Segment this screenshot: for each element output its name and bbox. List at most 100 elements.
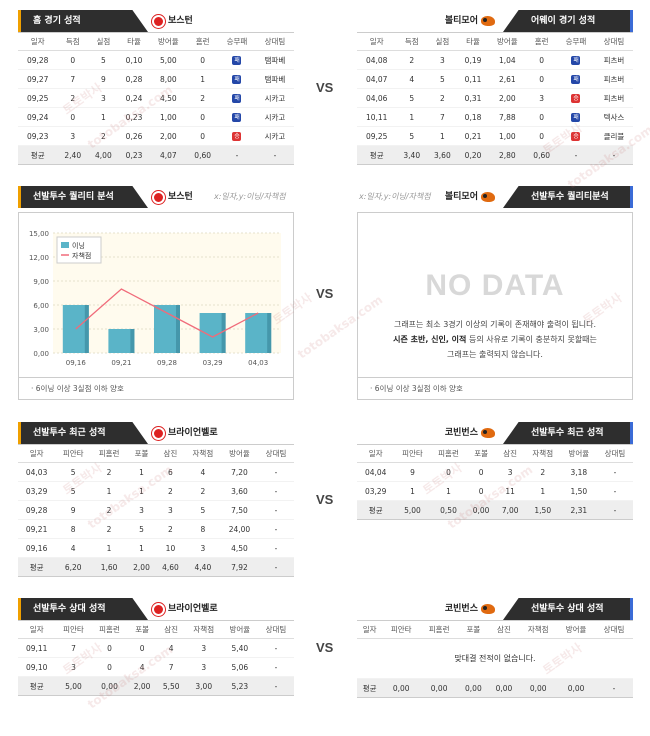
table-cell: 패 [556,69,595,89]
average-cell: 6,20 [55,557,92,577]
average-cell: 1,60 [91,557,128,577]
table-row: 09,28 0 5 0,10 5,00 0 패 탬파베 [18,50,294,70]
average-cell: - [255,145,294,165]
x-tick-label: 09,21 [111,359,131,367]
table-cell: 0 [526,107,557,127]
table-cell: 04,08 [357,50,397,70]
average-cell: 7,00 [495,500,525,520]
table-cell: 3 [55,657,92,677]
average-cell: 0,00 [557,678,596,698]
table-cell: 5 [427,69,458,89]
chart-bar [245,313,272,353]
home-pitcher-matchup-panel: 선발투수 상대 성적 브라이언벨로 일자 피안타 피홈런 포볼 삼진 자책점 방어율 상대팀 0… [18,598,294,696]
average-cell: 2,00 [127,557,156,577]
table-cell: 09,28 [18,50,58,70]
average-cell: 0,20 [457,145,489,165]
column-header: 상대팀 [255,32,294,51]
average-cell: 0,00 [519,678,558,698]
table-cell: 09,16 [18,538,56,558]
away-pitcher-name: 코빈번스 [445,425,495,441]
table-cell: 승 [556,126,595,146]
average-cell: 0,00 [458,678,489,698]
average-cell: 2,40 [57,145,89,165]
nodata-msg-reasons: 시즌 초반, 신인, 이적 [393,335,467,344]
average-cell: 0,00 [91,676,128,696]
home-pitcher-matchup-table: 일자 피안타 피홈런 포볼 삼진 자책점 방어율 상대팀 09,11 7 0 0 4 3 5,40-09,1… [18,620,294,696]
table-cell: 0 [127,638,157,658]
red-sox-logo-icon [152,14,165,28]
result-badge: 승 [571,94,581,103]
y-tick-label: 15,00 [29,230,49,238]
table-cell: 1 [430,481,467,501]
table-cell: 03,29 [357,481,395,501]
table-cell: 09,28 [18,500,56,520]
column-header: 홈런 [187,32,218,51]
table-cell: - [257,657,294,677]
average-cell: - [217,145,256,165]
home-record-tab: 홈 경기 성적 [18,10,148,32]
table-cell: 시카고 [255,107,294,127]
red-sox-logo-icon [152,190,165,204]
table-cell: - [258,538,294,558]
table-cell: 3 [155,500,185,520]
home-quality-panel: 선발투수 퀄리티 분석 보스턴 x:일자,y:이닝/자책점 0,00 3,00 6,… [18,186,294,400]
average-cell: 2,31 [560,500,597,520]
orioles-logo-icon [481,428,495,438]
table-cell: 4 [156,638,186,658]
legend-swatch-innings [61,242,69,248]
table-cell: 2,00 [149,126,188,146]
quality-chart: 0,00 3,00 6,00 9,00 12,00 15,00 09,16 09,21 09,2… [29,230,281,367]
column-header: 자책점 [185,620,222,639]
column-header: 승무패 [556,32,595,51]
x-tick-label: 09,28 [157,359,177,367]
table-cell: 1 [524,481,561,501]
table-cell: 7 [156,657,186,677]
average-cell: 7,92 [220,557,259,577]
legend-label-earned-runs: 자책점 [72,251,91,260]
average-cell: 5,23 [221,676,258,696]
table-cell: 3 [427,50,458,70]
table-cell: 04,06 [357,88,397,108]
table-cell: 3 [57,126,89,146]
chart-bar-shade [176,305,180,353]
average-cell: 평균 [357,500,395,520]
table-cell: - [596,462,633,482]
table-cell: 1 [127,462,156,482]
table-cell: 2 [184,481,221,501]
table-cell: 2,00 [488,88,527,108]
vs-label: VS [316,492,334,507]
average-row: 평균 6,20 1,60 2,00 4,60 4,40 7,92- [18,557,294,577]
average-cell: 4,60 [155,557,185,577]
nodata-footer: · 6이닝 이상 3실점 이하 양호 [357,378,633,400]
table-cell: 0 [187,50,218,70]
table-cell: 3 [526,88,557,108]
home-record-header: 홈 경기 성적 보스턴 [18,10,294,32]
away-pitcher-label: 코빈번스 [444,428,478,438]
average-cell: 1,50 [524,500,561,520]
table-cell: 1 [394,481,431,501]
empty-row: 맞대결 전적이 없습니다. [357,638,633,679]
home-quality-team: 보스턴 [152,189,193,205]
table-cell: 2 [155,481,185,501]
table-cell: 11 [495,481,525,501]
home-team-name: 보스턴 [168,192,193,202]
average-cell: 5,00 [55,676,92,696]
y-tick-label: 9,00 [33,278,49,286]
column-header: 자책점 [519,620,558,639]
table-cell: 0 [526,69,557,89]
home-pitcher-recent-header: 선발투수 최근 성적 브라이언벨로 [18,422,294,444]
average-cell: 5,00 [394,500,431,520]
column-header: 방어율 [149,32,188,51]
away-pitcher-matchup-table: 일자 피안타 피홈런 포볼 삼진 자책점 방어율 상대팀 맞대결 전적이 없습니다. 평균 0,00… [357,620,633,698]
table-cell: 0 [526,126,557,146]
empty-message: 맞대결 전적이 없습니다. [357,638,633,679]
average-cell: 평균 [18,676,56,696]
column-header: 피홈런 [420,620,459,639]
nodata-msg-line2: 시즌 초반, 신인, 이적 등의 사유로 기록이 충분하지 못할때는 [358,332,632,347]
result-badge: 패 [571,56,581,65]
table-cell: 1 [91,538,128,558]
column-header: 상대팀 [594,32,633,51]
table-cell: 0 [466,481,496,501]
chart-bar [108,329,135,353]
home-record-panel: 홈 경기 성적 보스턴 일자 득점 실점 타율 방어율 홈런 승무패 상대팀 09,28 0 5 0,… [18,10,294,165]
